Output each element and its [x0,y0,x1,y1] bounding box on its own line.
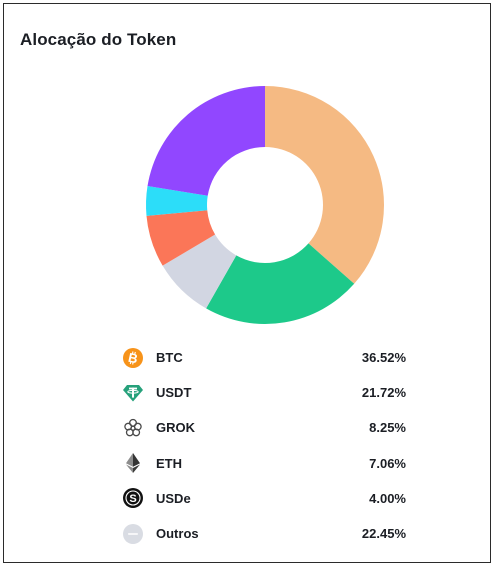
legend-value: 4.00% [369,490,406,506]
donut-slice-usdt[interactable] [206,243,355,325]
donut-slice-usde[interactable] [146,186,208,216]
legend-item-usde: S USDe 4.00% [122,481,406,516]
legend-label: BTC [156,350,183,366]
donut-slice-grok[interactable] [162,234,237,309]
legend-label: GROK [156,420,195,436]
svg-text:B: B [127,349,139,366]
tether-icon [122,382,144,404]
legend-value: 22.45% [361,526,406,542]
legend-item-btc: B BTC 36.52% [122,340,406,375]
legend-item-outros: Outros 22.45% [122,516,406,551]
legend-value: 8.25% [369,420,406,436]
chart-legend: B BTC 36.52% USDT 21.72% [122,340,406,551]
grok-icon [122,417,144,439]
legend-label: ETH [156,455,182,471]
legend-value: 7.06% [369,455,406,471]
card-title: Alocação do Token [20,30,177,49]
donut-slice-eth[interactable] [146,210,216,266]
legend-label: USDT [156,385,192,401]
svg-text:S: S [129,493,136,505]
legend-item-grok: GROK 8.25% [122,410,406,445]
ethereum-icon [122,452,144,474]
legend-label: USDe [156,490,191,506]
legend-item-usdt: USDT 21.72% [122,375,406,410]
legend-item-eth: ETH 7.06% [122,446,406,481]
legend-value: 21.72% [361,385,406,401]
legend-value: 36.52% [361,350,406,366]
donut-slice-btc[interactable] [265,86,384,284]
bitcoin-icon: B [122,347,144,369]
token-allocation-card: Alocação do Token B BTC 36.52% [3,3,491,563]
token-allocation-donut-chart [146,86,384,325]
others-icon [122,523,144,545]
usde-icon: S [122,487,144,509]
donut-slice-outros[interactable] [147,86,265,196]
legend-label: Outros [156,526,199,542]
